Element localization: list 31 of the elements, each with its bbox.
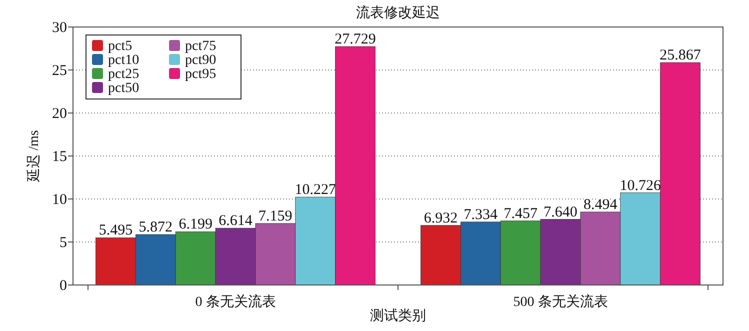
legend-label: pct90 xyxy=(185,53,216,68)
x-tick-label: 500 条无关流表 xyxy=(513,294,608,310)
legend-label: pct75 xyxy=(185,39,216,54)
y-axis-title: 延迟 /ms xyxy=(26,130,42,183)
x-tick-label: 0 条无关流表 xyxy=(195,294,276,310)
y-tick-label: 15 xyxy=(52,149,67,165)
legend-label: pct95 xyxy=(185,67,216,82)
data-label: 7.159 xyxy=(258,208,292,224)
y-tick-label: 20 xyxy=(52,106,67,122)
legend-label: pct5 xyxy=(108,39,132,54)
data-label: 8.494 xyxy=(584,196,618,213)
data-label: 7.457 xyxy=(504,206,538,222)
legend-label: pct10 xyxy=(108,53,140,68)
x-axis-title: 测试类别 xyxy=(370,308,426,324)
legend-label: pct50 xyxy=(108,81,140,96)
data-label: 6.614 xyxy=(218,213,253,230)
y-tick-label: 10 xyxy=(52,192,67,208)
data-label: 25.867 xyxy=(660,48,702,64)
chart-title: 流表修改延迟 xyxy=(356,5,440,21)
y-tick-label: 0 xyxy=(60,278,67,294)
data-label: 6.199 xyxy=(178,216,212,233)
legend-label: pct25 xyxy=(108,67,140,82)
data-label: 7.640 xyxy=(544,204,578,220)
data-label: 7.334 xyxy=(464,206,498,223)
data-label: 6.932 xyxy=(424,210,458,226)
data-label: 5.872 xyxy=(138,220,173,236)
y-tick-label: 30 xyxy=(52,20,67,36)
data-label: 5.495 xyxy=(98,222,133,239)
y-tick-label: 25 xyxy=(52,63,67,79)
y-tick-label: 5 xyxy=(60,235,67,251)
data-label: 27.729 xyxy=(334,32,376,48)
